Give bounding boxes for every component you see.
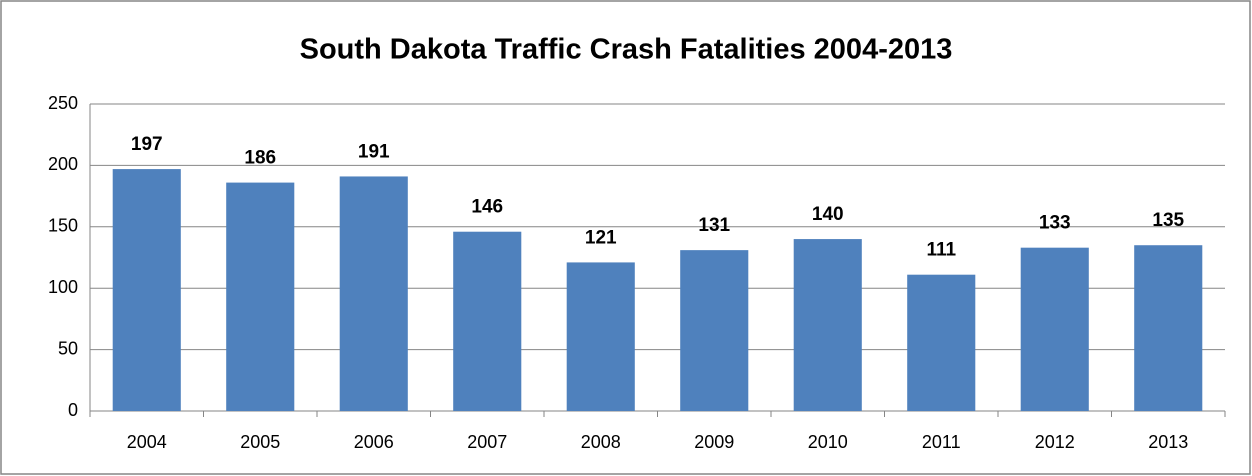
x-tick-label: 2009 xyxy=(694,432,734,452)
y-tick-label: 150 xyxy=(48,216,78,236)
bar xyxy=(112,169,181,411)
data-label: 186 xyxy=(244,148,276,169)
bar xyxy=(566,262,635,411)
y-tick-label: 250 xyxy=(48,93,78,113)
x-tick-label: 2011 xyxy=(922,432,961,452)
x-tick-label: 2010 xyxy=(808,432,848,452)
bar xyxy=(680,250,749,411)
data-label: 191 xyxy=(358,141,390,162)
y-tick-label: 100 xyxy=(48,277,78,297)
y-tick-label: 0 xyxy=(68,400,78,420)
data-label: 146 xyxy=(471,197,503,218)
bar xyxy=(907,274,976,411)
y-tick-label: 200 xyxy=(48,154,78,174)
x-tick-label: 2012 xyxy=(1035,432,1075,452)
x-tick-label: 2008 xyxy=(581,432,621,452)
data-label: 197 xyxy=(131,134,163,155)
x-tick-label: 2013 xyxy=(1148,432,1188,452)
bar xyxy=(793,239,862,411)
bar xyxy=(339,176,408,411)
x-tick-label: 2007 xyxy=(467,432,507,452)
x-tick-label: 2004 xyxy=(127,432,167,452)
data-label: 111 xyxy=(926,240,956,261)
x-tick-label: 2006 xyxy=(354,432,394,452)
bar xyxy=(1020,247,1089,411)
chart-title: South Dakota Traffic Crash Fatalities 20… xyxy=(300,34,953,66)
data-label: 121 xyxy=(585,227,617,248)
x-tick-label: 2005 xyxy=(240,432,280,452)
y-tick-label: 50 xyxy=(58,338,78,358)
data-label: 131 xyxy=(698,215,730,236)
data-label: 135 xyxy=(1152,210,1184,231)
bar xyxy=(453,231,522,411)
data-label: 133 xyxy=(1039,213,1071,234)
bar xyxy=(1134,245,1203,411)
bar xyxy=(226,182,295,411)
data-label: 140 xyxy=(812,204,844,225)
